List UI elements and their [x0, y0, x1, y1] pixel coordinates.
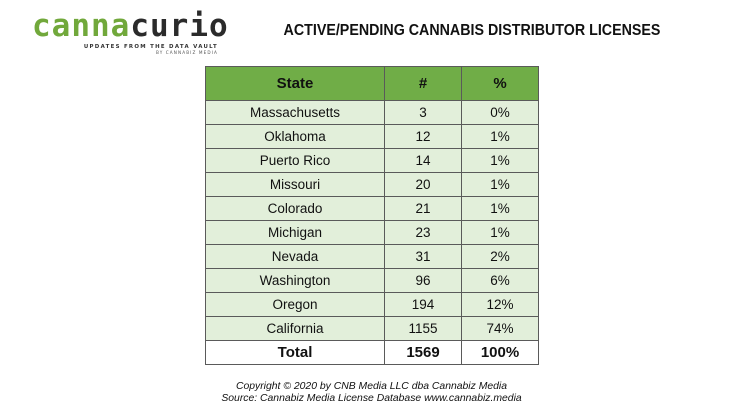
cell-percent: 0%	[461, 100, 539, 125]
table-row: Oklahoma 12 1%	[205, 124, 539, 149]
cell-percent: 1%	[461, 124, 539, 149]
total-row: Total 1569 100%	[205, 340, 539, 365]
table-row: Colorado 21 1%	[205, 196, 539, 221]
logo-tagline: UPDATES FROM THE DATA VAULT	[83, 44, 218, 50]
footer: Copyright © 2020 by CNB Media LLC dba Ca…	[0, 381, 743, 405]
total-cell-state: Total	[205, 340, 385, 365]
distributor-license-table: State #% Massachusetts 3 0% Oklahoma 12 1% Puer…	[205, 66, 539, 365]
table-row: Michigan 23 1%	[205, 220, 539, 245]
cell-count: 23	[384, 220, 462, 245]
logo-wordmark: cannacurio	[32, 10, 228, 42]
logo-word-curio: curio	[130, 8, 229, 44]
logo-byline: BY CANNABIZ MEDIA	[155, 50, 218, 55]
source-text: Source: Cannabiz Media License Database …	[221, 393, 522, 404]
cell-percent: 2%	[461, 244, 539, 269]
cell-count: 96	[384, 268, 462, 293]
total-cell-percent: 100%	[461, 340, 539, 365]
cannacurio-logo: cannacurio UPDATES FROM THE DATA VAULT B…	[32, 10, 228, 55]
cell-count: 1155	[384, 316, 462, 341]
cell-state: Puerto Rico	[205, 148, 385, 173]
cell-state: Oregon	[205, 292, 385, 317]
copyright-text: Copyright © 2020 by CNB Media LLC dba Ca…	[235, 381, 508, 392]
cell-count: 12	[384, 124, 462, 149]
cell-state: Washington	[205, 268, 385, 293]
cell-state: Massachusetts	[205, 100, 385, 125]
table-row: Oregon 194 12%	[205, 292, 539, 317]
logo-word-canna: canna	[32, 8, 131, 44]
table-row: Missouri 20 1%	[205, 172, 539, 197]
cell-count: 31	[384, 244, 462, 269]
cell-count: 14	[384, 148, 462, 173]
cell-percent: 12%	[461, 292, 539, 317]
column-header-state: State	[205, 66, 385, 101]
cell-count: 20	[384, 172, 462, 197]
cell-count: 21	[384, 196, 462, 221]
cell-percent: 6%	[461, 268, 539, 293]
cell-percent: 1%	[461, 172, 539, 197]
table-header-row: State #%	[205, 66, 539, 101]
cell-state: Nevada	[205, 244, 385, 269]
cell-state: California	[205, 316, 385, 341]
table-row: Washington 96 6%	[205, 268, 539, 293]
chart-title: ACTIVE/PENDING CANNABIS DISTRIBUTOR LICE…	[283, 22, 661, 39]
cell-state: Michigan	[205, 220, 385, 245]
table-row: Massachusetts 3 0%	[205, 100, 539, 125]
cell-percent: 1%	[461, 148, 539, 173]
table-row: California 1155 74%	[205, 316, 539, 341]
cell-state: Oklahoma	[205, 124, 385, 149]
cell-state: Missouri	[205, 172, 385, 197]
cell-percent: 74%	[461, 316, 539, 341]
cell-state: Colorado	[205, 196, 385, 221]
cell-percent: 1%	[461, 220, 539, 245]
table-row: Puerto Rico 14 1%	[205, 148, 539, 173]
table-row: Nevada 31 2%	[205, 244, 539, 269]
total-cell-count: 1569	[384, 340, 462, 365]
cell-percent: 1%	[461, 196, 539, 221]
column-header-count: #	[384, 66, 462, 101]
table-body: Massachusetts 3 0% Oklahoma 12 1% Puerto Rico 1…	[205, 100, 539, 365]
cell-count: 3	[384, 100, 462, 125]
column-header-percent: %	[461, 66, 539, 101]
cell-count: 194	[384, 292, 462, 317]
